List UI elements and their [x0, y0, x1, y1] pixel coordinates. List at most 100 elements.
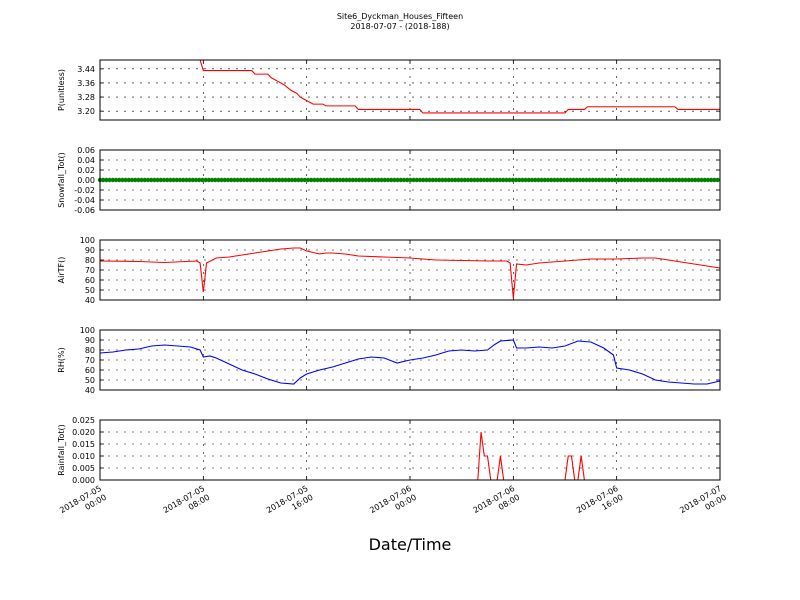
data-point: [145, 177, 151, 183]
y-tick-label: 0.015: [72, 440, 95, 449]
data-point: [629, 177, 634, 183]
y-tick-label: 100: [80, 236, 95, 245]
data-point: [344, 177, 349, 183]
y-tick-label: -0.02: [74, 186, 95, 195]
data-point: [613, 177, 618, 183]
data-point: [168, 177, 173, 183]
chart-subtitle: 2018-07-07 - (2018-188): [350, 22, 449, 31]
data-point: [686, 177, 691, 183]
data-point: [469, 177, 474, 183]
y-tick-label: 60: [85, 366, 95, 375]
data-point: [366, 177, 371, 183]
data-point: [491, 177, 496, 183]
data-point: [350, 177, 355, 183]
data-point: [171, 177, 176, 183]
data-point: [715, 177, 720, 183]
data-point: [318, 177, 323, 183]
data-point: [405, 177, 410, 183]
data-point: [657, 177, 663, 183]
data-point: [603, 177, 608, 183]
data-point: [161, 177, 167, 183]
data-point: [699, 177, 704, 183]
data-point: [270, 177, 275, 183]
data-point: [289, 177, 295, 183]
data-point: [609, 177, 615, 183]
data-point: [571, 177, 576, 183]
data-point: [517, 177, 522, 183]
data-point: [110, 177, 116, 183]
data-point: [392, 177, 397, 183]
data-point: [315, 177, 320, 183]
data-point: [184, 177, 189, 183]
data-point: [581, 177, 586, 183]
data-point: [113, 177, 119, 183]
data-point: [101, 177, 106, 183]
data-point: [369, 177, 375, 183]
data-point: [222, 177, 227, 183]
data-point: [485, 177, 490, 183]
data-point: [510, 177, 515, 183]
y-tick-label: 90: [85, 246, 95, 255]
data-point: [552, 177, 557, 183]
data-point: [696, 177, 701, 183]
data-point: [341, 177, 346, 183]
y-tick-label: 0.06: [77, 146, 95, 155]
data-point: [584, 177, 589, 183]
data-point: [523, 177, 528, 183]
data-point: [536, 177, 541, 183]
data-point: [446, 177, 451, 183]
data-point: [136, 177, 141, 183]
data-point: [475, 177, 480, 183]
data-point: [520, 177, 525, 183]
data-point: [549, 177, 554, 183]
y-tick-label: 70: [85, 266, 95, 275]
series-markers: [97, 177, 720, 183]
data-point: [328, 177, 333, 183]
data-point: [565, 177, 570, 183]
data-point: [155, 177, 160, 183]
y-tick-label: 40: [85, 386, 95, 395]
data-point: [251, 177, 256, 183]
y-tick-label: -0.06: [74, 206, 95, 215]
chart-title: Site6_Dyckman_Houses_Fifteen: [337, 12, 463, 21]
data-point: [401, 177, 407, 183]
data-point: [264, 177, 269, 183]
data-point: [440, 177, 445, 183]
data-point: [325, 177, 330, 183]
y-tick-label: 50: [85, 376, 95, 385]
data-point: [197, 177, 202, 183]
data-point: [513, 177, 519, 183]
data-point: [309, 177, 314, 183]
data-point: [245, 177, 250, 183]
series-line-5: [100, 431, 720, 481]
data-point: [587, 177, 592, 183]
data-point: [593, 177, 599, 183]
data-point: [597, 177, 602, 183]
y-tick-label: 0.02: [77, 166, 95, 175]
data-point: [664, 177, 669, 183]
data-point: [261, 177, 266, 183]
data-point: [497, 177, 503, 183]
data-point: [129, 177, 135, 183]
panel-frame: [99, 59, 721, 121]
chart-panels: 3.20 3.28 3.36 3.44 P(unitless) -0.06-0.04-0.…: [57, 59, 721, 485]
y-tick-label: -0.04: [74, 196, 95, 205]
data-point: [443, 177, 448, 183]
y-tick-label: 0.025: [72, 416, 95, 425]
y-axis-label: P(unitless): [57, 69, 66, 111]
y-tick-label: 3.20: [77, 107, 95, 116]
data-point: [430, 177, 435, 183]
data-point: [104, 177, 109, 183]
data-point: [632, 177, 637, 183]
y-axis-label: Rainfall_Tot(): [57, 424, 66, 476]
data-point: [203, 177, 208, 183]
y-tick-label: 80: [85, 256, 95, 265]
y-tick-label: 100: [80, 326, 95, 335]
data-point: [174, 177, 179, 183]
data-point: [165, 177, 170, 183]
data-point: [229, 177, 234, 183]
y-tick-label: 60: [85, 276, 95, 285]
data-point: [677, 177, 682, 183]
